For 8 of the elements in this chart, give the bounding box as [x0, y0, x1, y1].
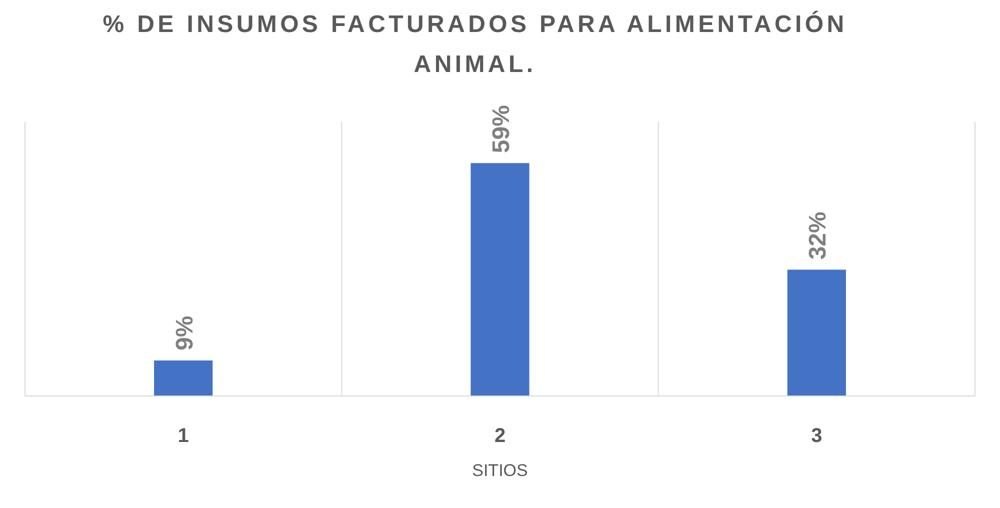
x-tick-label: 3: [811, 425, 822, 447]
x-tick-label: 1: [178, 425, 189, 447]
data-label: 32%: [804, 212, 832, 260]
chart-title: % DE INSUMOS FACTURADOS PARA ALIMENTACIÓN ANIMAL.: [102, 10, 848, 78]
x-tick-label: 2: [494, 425, 506, 447]
x-axis-title: SITIOS: [472, 461, 528, 480]
data-label: 9%: [171, 316, 198, 350]
data-label: 59%: [488, 105, 515, 154]
